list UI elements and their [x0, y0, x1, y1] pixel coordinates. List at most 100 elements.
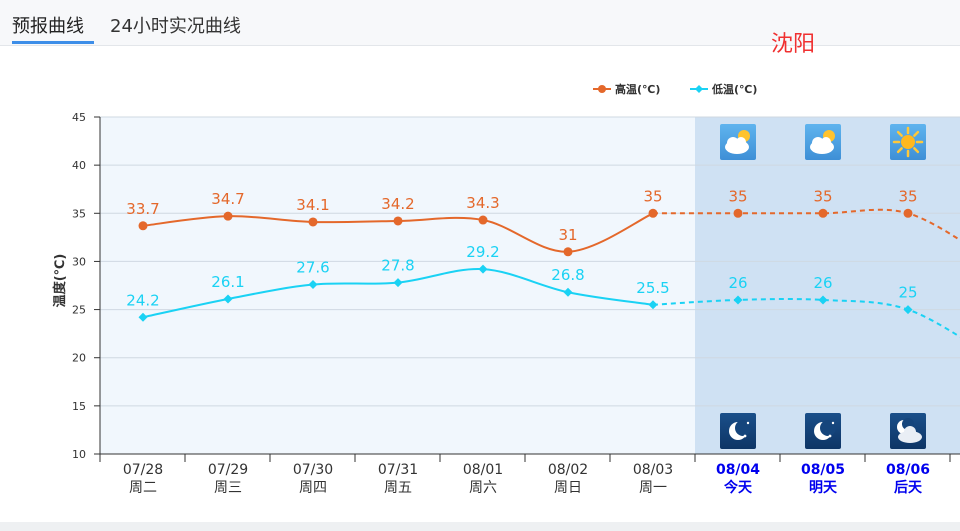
cloud-puff: [727, 137, 739, 149]
x-tick-date: 08/03: [633, 462, 673, 478]
x-tick-date: 08/04: [716, 462, 760, 478]
bottom-scrollbar-track: [0, 522, 960, 531]
data-label-high: 34.3: [466, 194, 499, 212]
x-tick-date: 07/29: [208, 462, 248, 478]
star: [831, 421, 835, 425]
data-label-low: 27.8: [381, 257, 414, 275]
plot-background-forecast: [695, 117, 960, 454]
data-label-low: 26: [813, 274, 832, 292]
data-label-high: 35: [898, 187, 917, 205]
legend-label-low: 低温(℃): [711, 82, 757, 96]
x-tick-date: 08/06: [886, 462, 930, 478]
data-label-high: 34.2: [381, 195, 414, 213]
point-low: [733, 295, 743, 305]
legend-marker-low: [695, 85, 703, 93]
legend-label-high: 高温(℃): [615, 82, 660, 96]
data-label-high: 34.7: [211, 190, 244, 208]
star: [743, 434, 747, 438]
cloud-puff: [736, 137, 746, 147]
city-name: 沈阳: [771, 32, 816, 57]
y-axis-label: 温度(℃): [52, 254, 68, 308]
point-low: [563, 287, 573, 297]
x-tick-day: 后天: [894, 479, 923, 496]
tab-24h-live-curve[interactable]: 24小时实况曲线: [110, 16, 241, 37]
moon-shadow: [735, 420, 751, 436]
star: [746, 421, 750, 425]
point-low: [138, 312, 148, 322]
point-high: [733, 208, 743, 218]
y-tick-label: 30: [72, 255, 86, 268]
data-label-high: 31: [558, 226, 577, 244]
data-label-low: 26.8: [551, 266, 584, 284]
point-high: [648, 208, 658, 218]
moon-shadow: [820, 420, 836, 436]
cloud-puff: [812, 137, 824, 149]
y-tick-label: 25: [72, 304, 86, 317]
partly-cloudy-day-icon: [720, 124, 756, 160]
cloudy-night-icon: [890, 413, 926, 449]
sunny-icon: [890, 124, 926, 160]
x-tick-day: 明天: [809, 480, 838, 496]
point-low: [393, 278, 403, 288]
data-label-low: 26: [728, 274, 747, 292]
point-low: [648, 300, 658, 310]
point-high: [563, 247, 573, 257]
sun-ray: [896, 130, 903, 137]
point-low: [818, 295, 828, 305]
data-label-high: 34.1: [296, 196, 329, 214]
y-tick-label: 20: [72, 352, 86, 365]
data-label-high: 35: [643, 187, 662, 205]
point-high: [903, 208, 913, 218]
x-tick-day: 周日: [554, 480, 582, 496]
partly-cloudy-day-icon: [805, 124, 841, 160]
x-tick-day: 周三: [214, 480, 242, 496]
x-tick-date: 07/30: [293, 462, 333, 478]
x-tick-date: 08/02: [548, 462, 588, 478]
x-tick-date: 08/01: [463, 462, 503, 478]
y-tick-label: 45: [72, 111, 86, 124]
tab-bar: 预报曲线 24小时实况曲线: [0, 0, 960, 46]
series-line-forecast-low: [652, 298, 960, 339]
x-tick-day: 今天: [723, 479, 753, 496]
point-high: [223, 211, 233, 221]
data-label-high: 33.7: [126, 200, 159, 218]
x-tick-date: 07/31: [378, 462, 418, 478]
y-tick-label: 15: [72, 400, 86, 413]
sun-ray: [896, 147, 903, 154]
sun-ray: [913, 147, 920, 154]
sun-ray: [913, 130, 920, 137]
cloud-puff: [904, 426, 916, 438]
point-low: [223, 294, 233, 304]
legend-marker-high: [598, 85, 606, 93]
x-tick-day: 周二: [129, 480, 157, 496]
data-label-high: 35: [728, 187, 747, 205]
clear-night-icon: [805, 413, 841, 449]
point-high: [308, 217, 318, 227]
data-label-low: 27.6: [296, 259, 329, 277]
data-label-low: 26.1: [211, 273, 244, 291]
x-tick-date: 07/28: [123, 462, 163, 478]
y-tick-label: 10: [72, 448, 86, 461]
x-tick-date: 08/05: [801, 462, 845, 478]
point-high: [393, 216, 403, 226]
y-tick-label: 35: [72, 207, 86, 220]
x-tick-day: 周四: [299, 480, 327, 496]
point-low: [308, 280, 318, 290]
cloud-puff: [821, 137, 831, 147]
tab-forecast-curve[interactable]: 预报曲线: [12, 16, 84, 37]
active-tab-indicator: [12, 41, 94, 44]
data-label-low: 29.2: [466, 243, 499, 261]
series-line-forecast-high: [653, 208, 960, 242]
point-low: [903, 305, 913, 315]
data-label-low: 25.5: [636, 279, 669, 297]
point-low: [478, 264, 488, 274]
x-tick-day: 周五: [384, 480, 412, 496]
sun-disc: [901, 135, 915, 149]
temperature-chart: 10 15 20 25 30 35 40 45 温度(℃) 07/28 周二 07/29 周三 07/30…: [52, 82, 960, 496]
star: [828, 434, 832, 438]
data-label-high: 35: [813, 187, 832, 205]
point-high: [818, 208, 828, 218]
point-high: [478, 215, 488, 225]
data-label-low: 24.2: [126, 291, 159, 309]
clear-night-icon: [720, 413, 756, 449]
